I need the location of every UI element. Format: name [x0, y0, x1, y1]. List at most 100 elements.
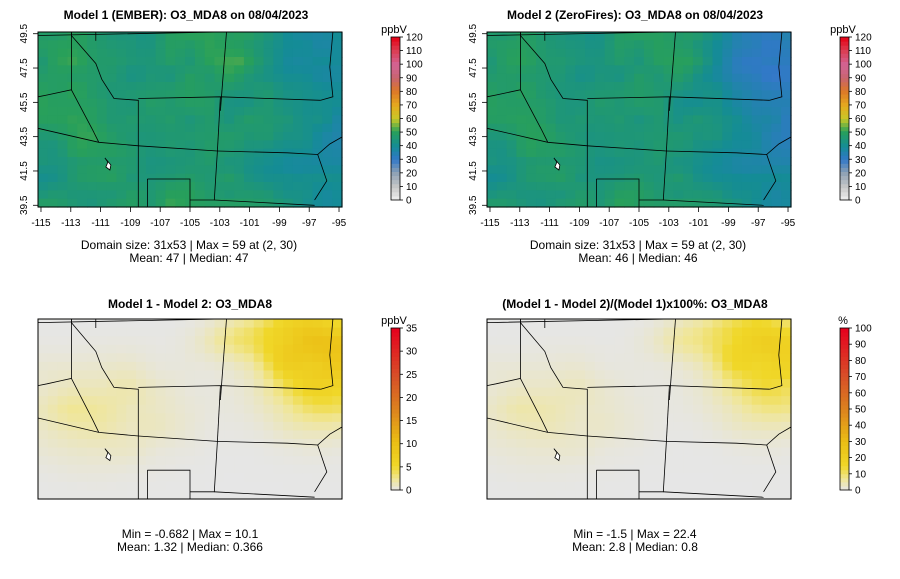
map-cell: [585, 90, 596, 100]
map-cell: [487, 132, 498, 141]
map-cell: [87, 82, 98, 91]
map-cell: [185, 404, 196, 414]
map-cell: [204, 490, 216, 500]
map-cell: [47, 396, 59, 406]
map-cell: [692, 148, 704, 158]
map-cell: [126, 98, 137, 108]
map-cell: [126, 107, 137, 116]
map-cell: [761, 473, 772, 483]
map-cell: [165, 107, 176, 116]
map-cell: [126, 396, 137, 406]
map-cell: [516, 456, 527, 466]
map-cell: [332, 413, 343, 423]
map-cell: [555, 182, 567, 191]
map-cell: [38, 123, 49, 133]
map-cell: [496, 481, 508, 492]
map-cell: [185, 379, 196, 389]
map-cell: [761, 65, 772, 75]
map-cell: [545, 48, 557, 58]
map-cell: [234, 165, 245, 175]
map-cell: [77, 165, 88, 175]
map-cell: [604, 107, 616, 116]
map-cell: [575, 57, 586, 66]
map-cell: [761, 439, 772, 449]
map-cell: [761, 48, 772, 58]
map-cell: [332, 336, 343, 346]
map-cell: [516, 115, 527, 125]
map-cell: [624, 490, 635, 500]
map-cell: [585, 82, 596, 91]
map-cell: [145, 439, 157, 449]
map-cell: [712, 387, 723, 397]
map-cell: [194, 90, 206, 100]
map-cell: [624, 353, 635, 363]
map-cell: [204, 82, 216, 91]
map-cell: [751, 319, 763, 329]
map-cell: [761, 40, 772, 50]
map-cell: [312, 82, 323, 91]
legend-swatch: [840, 429, 849, 434]
map-cell: [312, 447, 323, 457]
map-cell: [322, 132, 333, 141]
stats-3-line2: Mean: 1.32 | Median: 0.366: [117, 540, 263, 554]
map-cell: [165, 387, 176, 397]
map-cell: [614, 90, 625, 100]
map-cell: [732, 190, 743, 200]
map-cell: [634, 32, 645, 41]
map-cell: [47, 48, 59, 58]
map-cell: [253, 32, 265, 41]
map-cell: [204, 464, 216, 474]
map-cell: [771, 65, 782, 75]
map-cell: [781, 456, 792, 466]
map-cell: [643, 447, 655, 457]
map-cell: [145, 319, 157, 329]
map-cell: [116, 379, 127, 389]
map-cell: [643, 379, 655, 389]
map-cell: [283, 379, 294, 389]
map-cell: [722, 404, 733, 414]
map-cell: [594, 40, 606, 50]
map-cell: [585, 40, 596, 50]
map-cell: [722, 379, 733, 389]
map-cell: [67, 140, 78, 150]
map-cell: [126, 65, 137, 75]
map-cell: [106, 404, 118, 414]
map-cell: [273, 447, 284, 457]
map-cell: [624, 65, 635, 75]
map-cell: [516, 190, 527, 200]
map-cell: [614, 157, 625, 166]
map-cell: [516, 370, 527, 380]
map-cell: [575, 107, 586, 116]
map-cell: [38, 57, 49, 66]
map-cell: [487, 182, 498, 191]
map-cell: [506, 115, 518, 125]
map-cell: [634, 336, 645, 346]
map-cell: [145, 490, 157, 500]
map-cell: [57, 447, 69, 457]
legend-tick-label: 5: [406, 462, 412, 473]
map-cell: [614, 447, 625, 457]
map-cell: [781, 90, 792, 100]
map-cell: [175, 107, 186, 116]
map-cell: [253, 107, 265, 116]
legend-swatch: [391, 336, 400, 341]
map-cell: [712, 370, 723, 380]
map-cell: [322, 98, 333, 108]
map-cell: [545, 404, 557, 414]
map-cell: [555, 107, 567, 116]
map-cell: [155, 481, 167, 492]
map-cell: [87, 57, 98, 66]
map-cell: [243, 319, 255, 329]
map-cell: [741, 190, 753, 200]
map-cell: [67, 447, 78, 457]
map-cell: [722, 115, 733, 125]
map-cell: [536, 182, 547, 191]
map-cell: [283, 430, 294, 440]
map-cell: [771, 319, 782, 329]
map-cell: [565, 132, 576, 141]
map-cell: [585, 132, 596, 141]
map-cell: [87, 490, 98, 500]
legend-swatch: [391, 118, 400, 124]
legend-swatch: [391, 73, 400, 79]
map-cell: [322, 353, 333, 363]
